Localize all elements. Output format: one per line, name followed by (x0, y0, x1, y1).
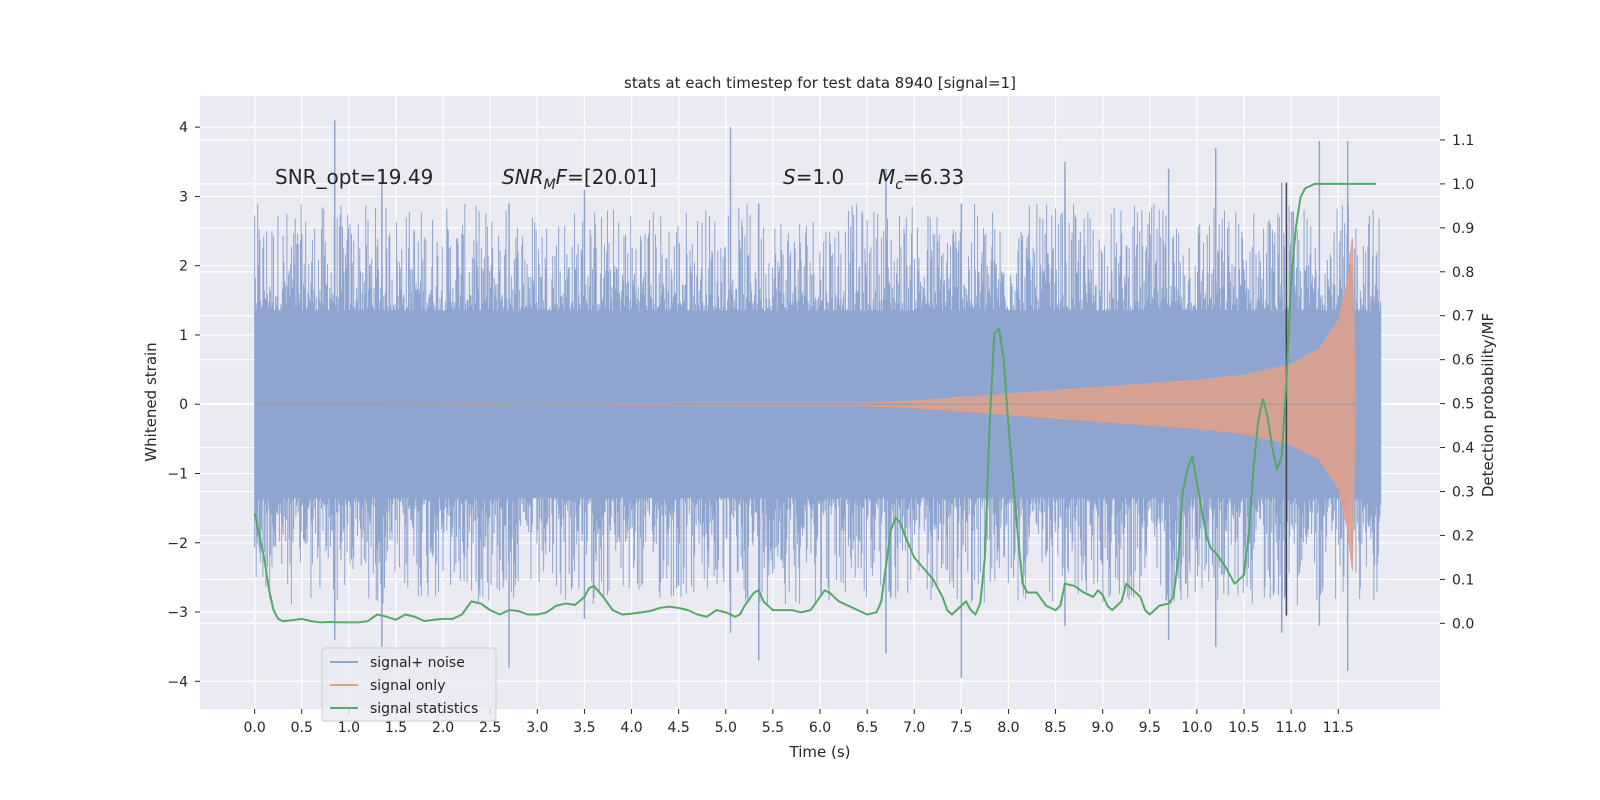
y2-tick-label: 0.1 (1452, 572, 1474, 588)
y2-tick-label: 1.1 (1452, 133, 1474, 149)
annotation-s: S=1.0 (783, 165, 844, 189)
mc-value: =6.33 (903, 165, 964, 189)
x-tick-label: 10.0 (1181, 720, 1212, 736)
x-tick-label: 10.5 (1228, 720, 1259, 736)
snr-mf-subscript: M (544, 177, 556, 193)
x-axis-ticks: 0.0 0.5 1.0 1.5 2.0 2.5 3.0 3.5 4.0 4.5 5.0 5.5 6.0 6… (244, 709, 1354, 736)
y-tick-label: −2 (167, 536, 188, 552)
x-tick-label: 5.0 (715, 720, 737, 736)
x-tick-label: 3.5 (573, 720, 595, 736)
legend: signal+ noise signal only signal statist… (321, 647, 497, 722)
y-tick-label: −4 (167, 674, 188, 690)
annotation-snr-mf: SNRMF=[20.01] (502, 165, 657, 193)
x-tick-label: 8.5 (1044, 720, 1066, 736)
x-tick-label: 6.5 (856, 720, 878, 736)
x-tick-label: 1.0 (338, 720, 360, 736)
y-axis-label: Whitened strain (142, 342, 160, 461)
x-tick-label: 3.0 (526, 720, 548, 736)
y2-tick-label: 0.4 (1452, 441, 1474, 457)
x-tick-label: 6.0 (809, 720, 831, 736)
annotation-mc: Mc=6.33 (878, 165, 964, 193)
y2-tick-label: 0.9 (1452, 221, 1474, 237)
x-tick-label: 1.5 (385, 720, 407, 736)
chart-title: stats at each timestep for test data 894… (624, 74, 1016, 92)
plot-area (253, 120, 1382, 678)
x-tick-label: 4.0 (620, 720, 642, 736)
y-tick-label: −1 (167, 466, 188, 482)
x-tick-label: 4.5 (668, 720, 690, 736)
series-signal-statistics (253, 182, 1376, 624)
x-tick-label: 9.0 (1092, 720, 1114, 736)
y-tick-label: −3 (167, 605, 188, 621)
s-label: S (783, 165, 796, 189)
x-tick-label: 11.5 (1323, 720, 1354, 736)
x-tick-label: 2.0 (432, 720, 454, 736)
snr-mf-prefix: SNR (502, 165, 544, 189)
snr-mf-value: =[20.01] (567, 165, 657, 189)
annotation-snr-opt: SNR_opt=19.49 (275, 165, 433, 189)
y2-tick-label: 0.5 (1452, 397, 1474, 413)
y-tick-label: 0 (179, 397, 188, 413)
y2-axis-label: Detection probability/MF (1479, 313, 1497, 497)
x-axis-label: Time (s) (789, 743, 851, 761)
mc-label: M (878, 165, 895, 189)
s-value: =1.0 (796, 165, 845, 189)
y2-tick-label: 0.7 (1452, 309, 1474, 325)
legend-label-signal-statistics: signal statistics (370, 701, 478, 717)
y2-tick-label: 0.0 (1452, 616, 1474, 632)
x-tick-label: 0.5 (291, 720, 313, 736)
legend-label-signal-plus-noise: signal+ noise (370, 655, 465, 671)
y-tick-label: 4 (179, 120, 188, 136)
legend-box (321, 647, 497, 722)
x-tick-label: 11.0 (1276, 720, 1307, 736)
x-tick-label: 2.5 (479, 720, 501, 736)
y2-tick-label: 0.3 (1452, 484, 1474, 500)
y-tick-label: 2 (179, 259, 188, 275)
y2-tick-label: 0.8 (1452, 265, 1474, 281)
mc-subscript: c (895, 177, 903, 193)
legend-label-signal-only: signal only (370, 678, 445, 694)
x-tick-label: 9.5 (1139, 720, 1161, 736)
x-tick-label: 7.5 (950, 720, 972, 736)
y2-tick-label: 0.2 (1452, 528, 1474, 544)
y2-tick-label: 0.6 (1452, 353, 1474, 369)
x-tick-label: 5.5 (762, 720, 784, 736)
x-tick-label: 7.0 (903, 720, 925, 736)
y2-tick-label: 1.0 (1452, 177, 1474, 193)
x-tick-label: 8.0 (997, 720, 1019, 736)
x-tick-label: 0.0 (244, 720, 266, 736)
statistics-line (253, 182, 1376, 624)
y-tick-label: 3 (179, 189, 188, 205)
y2-axis-ticks: 0.0 0.1 0.2 0.3 0.4 0.5 0.6 0.7 0.8 0.9 1.0 1.1 (1440, 133, 1474, 632)
y-axis-ticks: −4 −3 −2 −1 0 1 2 3 4 (167, 120, 200, 690)
snr-mf-mid: F (556, 165, 568, 189)
series-signal-only (254, 237, 1356, 571)
y-tick-label: 1 (179, 328, 188, 344)
